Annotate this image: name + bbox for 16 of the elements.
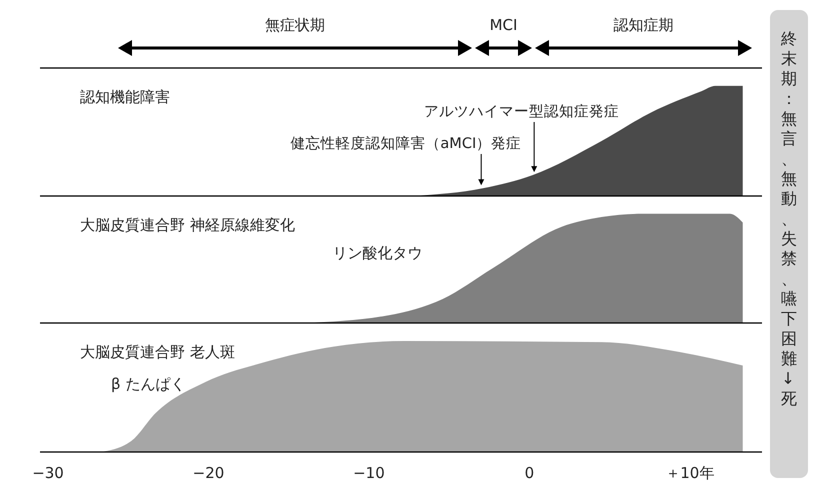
x-tick-label: ＋10年 bbox=[665, 464, 714, 482]
chart-title: 大脳皮質連合野 老人斑 bbox=[80, 343, 235, 361]
x-tick-label: −10 bbox=[353, 464, 385, 482]
series-label: β たんぱく bbox=[110, 375, 186, 393]
text: MCI bbox=[490, 16, 518, 34]
text: 無症状期 bbox=[265, 16, 325, 34]
annotation: 健忘性軽度認知障害（aMCI）発症 bbox=[290, 135, 522, 152]
text: リン酸化タウ bbox=[332, 244, 423, 262]
chart-title: 認知機能障害 bbox=[80, 88, 170, 106]
x-tick-label: −20 bbox=[192, 464, 224, 482]
text: 終末期：無言、無動、失禁、嚥下困難→死 bbox=[779, 29, 798, 408]
x-tick-label: 0 bbox=[524, 464, 534, 482]
annotation: アルツハイマー型認知症発症 bbox=[424, 103, 620, 120]
x-tick-label: −30 bbox=[32, 464, 64, 482]
chart-title: 大脳皮質連合野 神経原線維変化 bbox=[80, 216, 295, 234]
text: 認知症期 bbox=[614, 16, 674, 34]
